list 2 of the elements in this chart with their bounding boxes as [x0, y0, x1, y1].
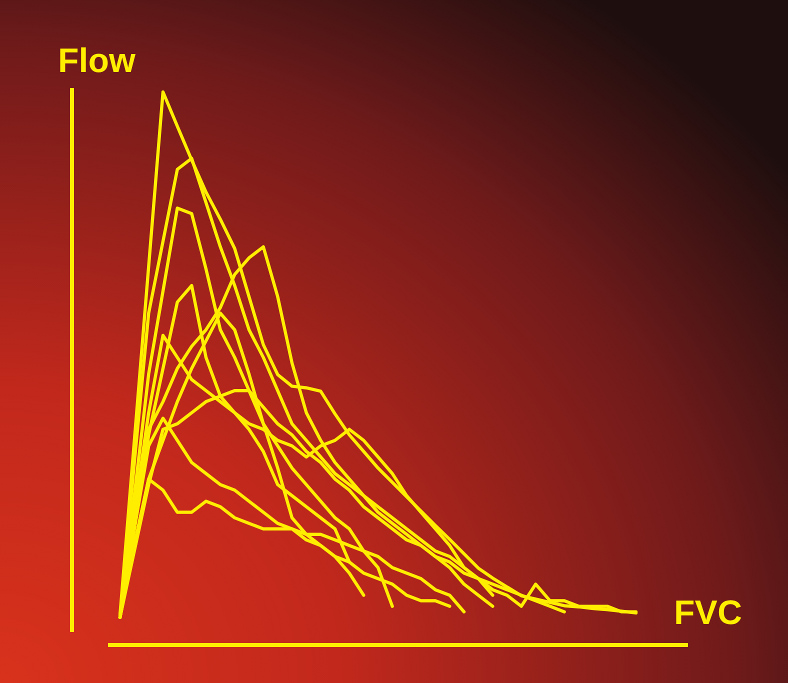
- x-axis-title: FVC: [674, 594, 742, 632]
- y-axis-title: Flow: [58, 42, 136, 80]
